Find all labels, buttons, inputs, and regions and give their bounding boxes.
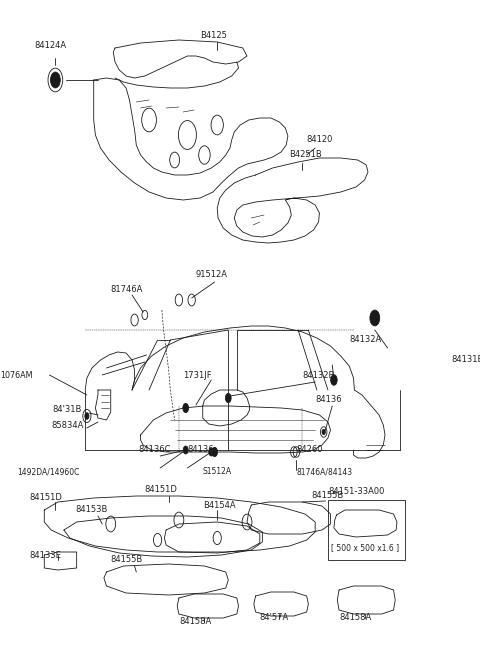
Text: 81746A: 81746A xyxy=(111,286,143,294)
Text: 84158A: 84158A xyxy=(339,614,371,622)
Text: 84132B: 84132B xyxy=(302,371,335,380)
Text: 84'31B: 84'31B xyxy=(53,405,82,415)
Text: 84151-33A00: 84151-33A00 xyxy=(329,487,385,497)
Text: B4251B: B4251B xyxy=(289,150,323,160)
Text: 84158A: 84158A xyxy=(179,618,211,627)
Text: [ 500 x 500 x1.6 ]: [ 500 x 500 x1.6 ] xyxy=(331,543,398,553)
Text: B4154A: B4154A xyxy=(203,501,235,509)
Text: 84'57A: 84'57A xyxy=(260,614,289,622)
Text: 84151D: 84151D xyxy=(145,486,178,495)
Text: 84136: 84136 xyxy=(187,445,214,455)
Text: 84136C: 84136C xyxy=(138,445,170,455)
Text: 84153B: 84153B xyxy=(75,505,108,514)
Text: 84155B: 84155B xyxy=(111,556,143,564)
Circle shape xyxy=(183,403,189,413)
Text: 84260: 84260 xyxy=(297,445,323,455)
Text: 84120: 84120 xyxy=(307,135,333,145)
Circle shape xyxy=(322,430,325,435)
Text: 84151D: 84151D xyxy=(30,493,63,503)
Text: 84132A: 84132A xyxy=(349,336,382,344)
Text: 91512A: 91512A xyxy=(196,271,228,279)
Circle shape xyxy=(370,310,380,326)
Text: 1731JF: 1731JF xyxy=(183,371,212,380)
Text: B4125: B4125 xyxy=(200,30,227,39)
Text: 81746A/84143: 81746A/84143 xyxy=(297,468,352,476)
Text: S1512A: S1512A xyxy=(203,468,232,476)
Circle shape xyxy=(50,72,60,88)
Circle shape xyxy=(209,448,214,456)
Text: 1076AM: 1076AM xyxy=(0,371,33,380)
Text: 84155B: 84155B xyxy=(311,491,343,499)
Circle shape xyxy=(85,413,89,419)
Circle shape xyxy=(183,446,188,454)
Text: 84124A: 84124A xyxy=(34,41,66,49)
Text: 1492DA/14960C: 1492DA/14960C xyxy=(17,468,79,476)
Circle shape xyxy=(212,447,217,457)
Circle shape xyxy=(331,374,337,385)
Text: 84131B: 84131B xyxy=(452,355,480,365)
Text: 84136: 84136 xyxy=(315,396,342,405)
Text: 84133E: 84133E xyxy=(30,551,62,560)
Text: 85834A: 85834A xyxy=(51,420,84,430)
Bar xyxy=(328,500,405,560)
Circle shape xyxy=(226,394,231,403)
